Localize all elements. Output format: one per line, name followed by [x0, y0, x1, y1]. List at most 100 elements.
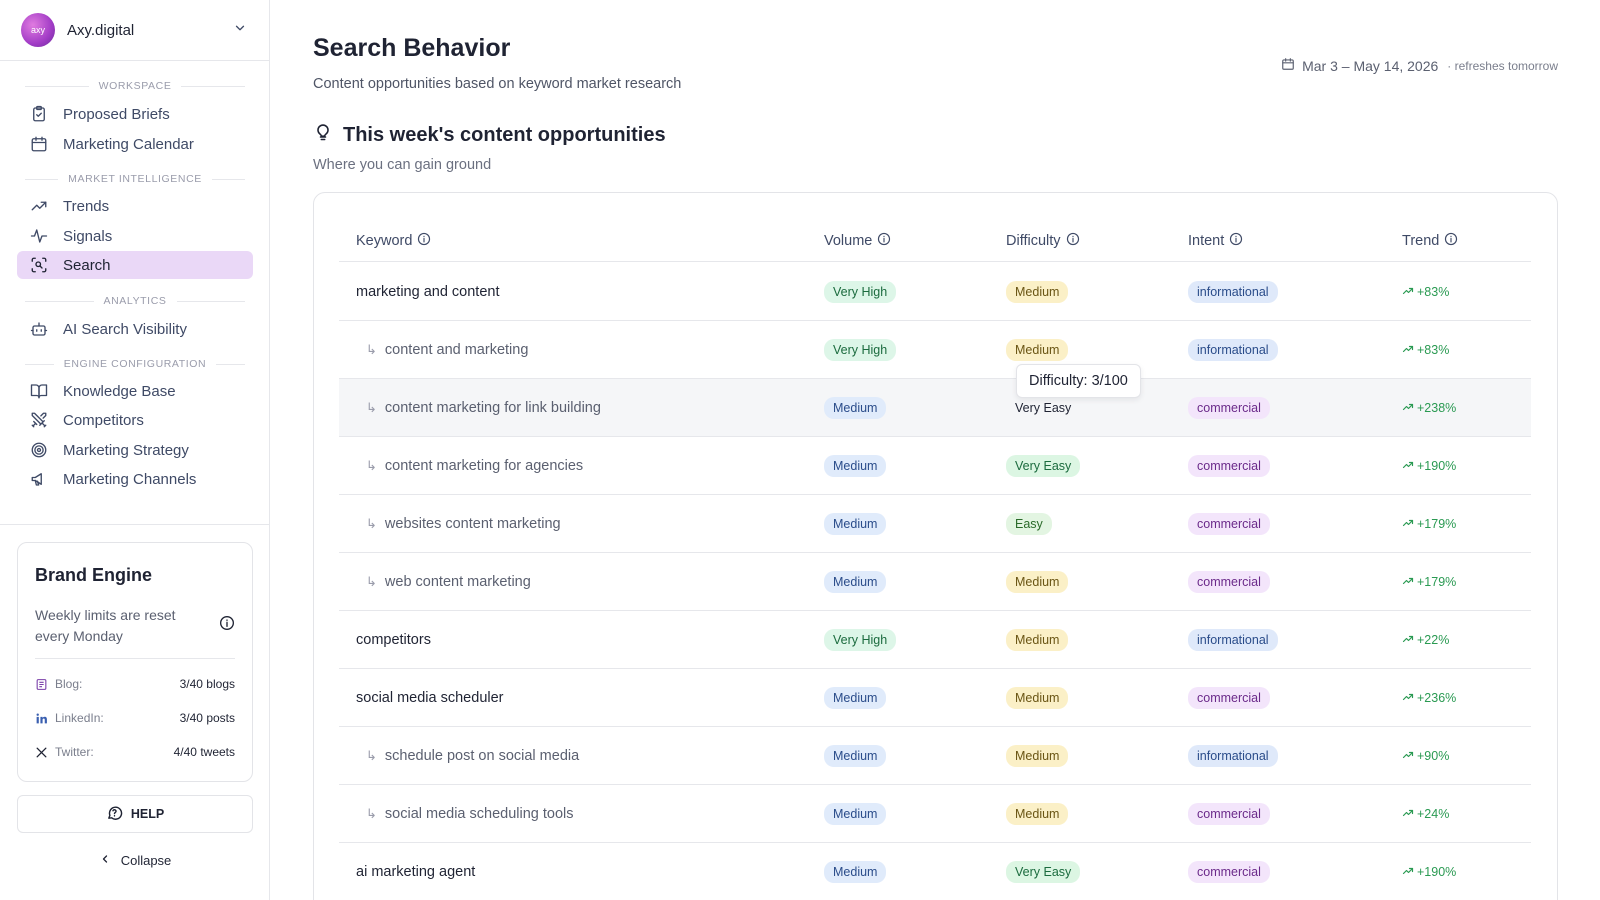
nav-marketing-strategy[interactable]: Marketing Strategy: [17, 436, 253, 464]
trend-value: +190%: [1402, 459, 1456, 474]
difficulty-cell[interactable]: Medium: [1006, 321, 1069, 379]
keyword-text: content marketing for agencies: [384, 458, 584, 474]
difficulty-badge[interactable]: Medium: [1006, 571, 1069, 593]
nav-competitors[interactable]: Competitors: [17, 406, 253, 434]
keyword-text: social media scheduling tools: [384, 806, 574, 822]
info-icon[interactable]: [1229, 232, 1243, 250]
difficulty-badge[interactable]: Medium: [1006, 339, 1069, 361]
difficulty-cell[interactable]: Medium: [1006, 727, 1069, 785]
table-row[interactable]: ↳ content and marketing Very High Medium inf…: [339, 321, 1531, 379]
nav-competitors-label: Competitors: [63, 411, 144, 429]
column-header-keyword[interactable]: Keyword: [356, 232, 431, 250]
keyword-cell: competitors: [356, 611, 431, 669]
nav-ai-search-visibility[interactable]: AI Search Visibility: [17, 315, 253, 343]
difficulty-cell[interactable]: Very Easy: [1006, 379, 1080, 437]
difficulty-badge[interactable]: Medium: [1006, 629, 1069, 651]
keyword-cell: ↳ content and marketing: [366, 321, 528, 379]
table-row[interactable]: social media scheduler Medium Medium commer…: [339, 669, 1531, 727]
nav-proposed-briefs[interactable]: Proposed Briefs: [17, 100, 253, 128]
difficulty-cell[interactable]: Easy: [1006, 495, 1052, 553]
difficulty-badge[interactable]: Medium: [1006, 281, 1069, 303]
nav-search[interactable]: Search: [17, 251, 253, 279]
volume-cell: Medium: [824, 553, 887, 611]
column-header-volume[interactable]: Volume: [824, 232, 891, 250]
difficulty-badge[interactable]: Easy: [1006, 513, 1052, 535]
limit-linkedin-label: LinkedIn:: [55, 711, 104, 725]
column-header-trend[interactable]: Trend: [1402, 232, 1458, 250]
nav-trends[interactable]: Trends: [17, 192, 253, 220]
nav-knowledge-base[interactable]: Knowledge Base: [17, 377, 253, 405]
table-row[interactable]: ↳ content marketing for link building Medi…: [339, 379, 1531, 437]
table-row[interactable]: ↳ social media scheduling tools Medium Medi…: [339, 785, 1531, 843]
column-header-intent[interactable]: Intent: [1188, 232, 1243, 250]
newspaper-icon: [35, 678, 49, 691]
trending-up-icon: [1402, 401, 1414, 416]
difficulty-cell[interactable]: Medium: [1006, 263, 1069, 321]
difficulty-cell[interactable]: Medium: [1006, 669, 1069, 727]
info-icon[interactable]: [1066, 232, 1080, 250]
brand-engine-divider: [35, 658, 235, 659]
volume-cell: Very High: [824, 263, 897, 321]
trending-up-icon: [1402, 575, 1414, 590]
difficulty-badge[interactable]: Medium: [1006, 745, 1069, 767]
info-icon[interactable]: [219, 615, 235, 636]
nav-marketing-channels[interactable]: Marketing Channels: [17, 465, 253, 493]
opportunities-table: Keyword Volume Difficulty Intent Trend m…: [313, 192, 1558, 900]
intent-badge: informational: [1188, 281, 1278, 303]
difficulty-badge[interactable]: Very Easy: [1015, 401, 1072, 415]
difficulty-cell[interactable]: Very Easy: [1006, 843, 1081, 900]
volume-badge: Medium: [824, 571, 887, 593]
trending-up-icon: [1402, 343, 1414, 358]
table-row[interactable]: ai marketing agent Medium Very Easy commerc…: [339, 843, 1531, 900]
section-title: This week's content opportunities: [313, 122, 666, 148]
keyword-text: websites content marketing: [384, 516, 561, 532]
volume-cell: Very High: [824, 611, 897, 669]
column-header-difficulty[interactable]: Difficulty: [1006, 232, 1080, 250]
collapse-label: Collapse: [120, 853, 172, 868]
difficulty-badge[interactable]: Medium: [1006, 803, 1069, 825]
trend-text: +24%: [1417, 807, 1450, 821]
org-switcher[interactable]: axy Axy.digital: [0, 0, 270, 61]
table-row[interactable]: ↳ web content marketing Medium Medium commer…: [339, 553, 1531, 611]
trend-cell: +22%: [1402, 611, 1449, 669]
table-row[interactable]: ↳ websites content marketing Medium Easy com…: [339, 495, 1531, 553]
table-row[interactable]: ↳ content marketing for agencies Medium Ver…: [339, 437, 1531, 495]
trend-text: +22%: [1417, 633, 1450, 647]
nav-marketing-calendar[interactable]: Marketing Calendar: [17, 130, 253, 158]
date-range[interactable]: Mar 3 – May 14, 2026 · refreshes tomorro…: [1281, 57, 1558, 74]
difficulty-badge[interactable]: Medium: [1006, 687, 1069, 709]
trend-cell: +83%: [1402, 321, 1449, 379]
volume-badge: Medium: [824, 803, 887, 825]
intent-cell: informational: [1188, 611, 1278, 669]
table-row[interactable]: marketing and content Very High Medium info…: [339, 263, 1531, 321]
info-icon[interactable]: [1444, 232, 1458, 250]
help-button[interactable]: HELP: [17, 795, 253, 833]
difficulty-badge[interactable]: Very Easy: [1006, 455, 1081, 477]
help-circle-icon: [106, 804, 123, 824]
target-icon: [29, 440, 49, 460]
volume-badge: Medium: [824, 513, 887, 535]
collapse-button[interactable]: Collapse: [0, 853, 270, 868]
nav-signals[interactable]: Signals: [17, 222, 253, 250]
difficulty-cell[interactable]: Medium: [1006, 611, 1069, 669]
difficulty-cell[interactable]: Very Easy: [1006, 437, 1081, 495]
difficulty-badge[interactable]: Very Easy: [1006, 861, 1081, 883]
column-keyword-label: Keyword: [356, 233, 413, 249]
refresh-note: · refreshes tomorrow: [1447, 58, 1558, 73]
sub-keyword-arrow-icon: ↳: [366, 458, 377, 473]
volume-cell: Medium: [824, 437, 887, 495]
volume-cell: Very High: [824, 321, 897, 379]
keyword-text: ai marketing agent: [356, 864, 476, 880]
volume-badge: Very High: [824, 629, 897, 651]
difficulty-cell[interactable]: Medium: [1006, 553, 1069, 611]
keyword-text: web content marketing: [384, 574, 531, 590]
difficulty-cell[interactable]: Medium: [1006, 785, 1069, 843]
info-icon[interactable]: [417, 232, 431, 250]
limit-row-blog: Blog: 3/40 blogs: [35, 675, 235, 693]
intent-badge: commercial: [1188, 861, 1270, 883]
table-row[interactable]: competitors Very High Medium informational +…: [339, 611, 1531, 669]
table-row[interactable]: ↳ schedule post on social media Medium Medi…: [339, 727, 1531, 785]
intent-badge: commercial: [1188, 513, 1270, 535]
info-icon[interactable]: [877, 232, 891, 250]
volume-cell: Medium: [824, 379, 887, 437]
